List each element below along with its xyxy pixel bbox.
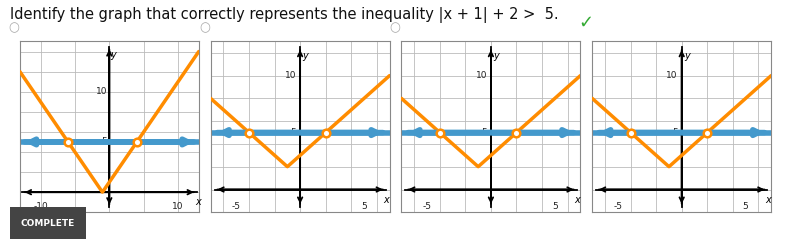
Text: 10: 10 [666,71,678,80]
Text: x: x [574,195,580,205]
Text: ○: ○ [8,21,19,34]
Text: ○: ○ [199,21,210,34]
Text: 5: 5 [290,128,297,137]
Text: COMPLETE: COMPLETE [21,219,76,228]
Text: 5: 5 [672,128,678,137]
FancyBboxPatch shape [6,206,90,241]
Text: y: y [111,50,116,60]
Text: 5: 5 [552,202,557,211]
Text: y: y [303,51,308,61]
Text: -5: -5 [613,202,622,211]
Text: -5: -5 [422,202,432,211]
Text: 5: 5 [361,202,366,211]
Text: ✓: ✓ [578,14,594,32]
Text: Identify the graph that correctly represents the inequality |x + 1| + 2 >  5.: Identify the graph that correctly repres… [10,7,559,23]
Text: ○: ○ [390,21,401,34]
Text: 5: 5 [743,202,748,211]
Text: 10: 10 [285,71,297,80]
Text: 5: 5 [102,137,107,146]
Text: 10: 10 [173,202,184,211]
Text: y: y [494,51,499,61]
Text: -5: -5 [231,202,241,211]
Text: x: x [196,197,201,207]
Text: x: x [765,195,770,205]
Text: -10: -10 [33,202,48,211]
Text: x: x [383,195,389,205]
Text: 10: 10 [95,87,107,96]
Text: 5: 5 [481,128,487,137]
Text: 10: 10 [475,71,487,80]
Text: y: y [684,51,690,61]
